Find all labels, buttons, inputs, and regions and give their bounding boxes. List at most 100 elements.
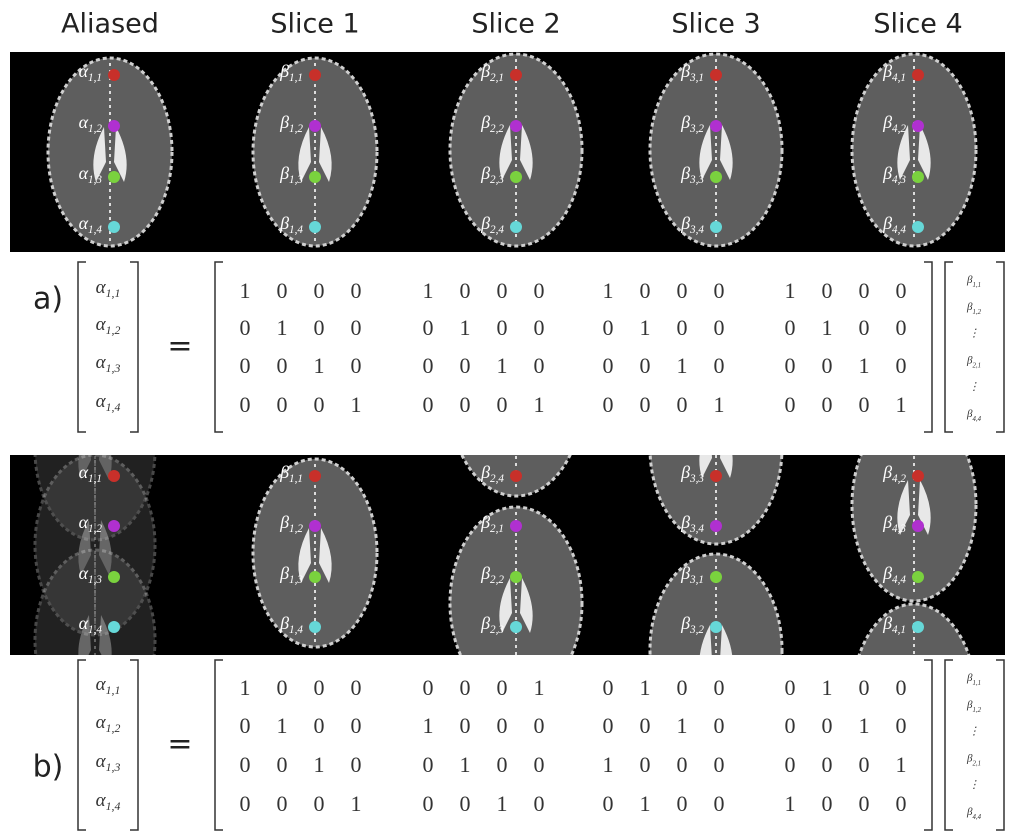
marker-dot [912, 69, 924, 81]
symbol: β [279, 112, 289, 132]
matrix-entry: 0 [497, 752, 508, 777]
symbol: ⋮ [969, 779, 980, 791]
rhs-entry: β1,2 [966, 698, 982, 713]
subscript: 4,4 [972, 814, 981, 821]
symbol: β [480, 462, 490, 482]
matrix-entry: 0 [460, 353, 471, 378]
image-label: β1,1 [279, 61, 303, 83]
subscript: 1,3 [88, 574, 102, 586]
subscript: 1,2 [972, 706, 981, 713]
image-label: α1,4 [79, 613, 103, 635]
symbol: β [966, 300, 973, 312]
image-label: α1,1 [79, 462, 102, 484]
matrix-entry: 0 [859, 315, 870, 340]
equals-sign: = [167, 329, 192, 364]
matrix-entry: 1 [460, 752, 471, 777]
symbol: α [96, 314, 107, 335]
symbol: β [279, 61, 289, 81]
bracket [214, 659, 223, 831]
ventricles [699, 455, 733, 478]
subscript: 1,1 [88, 72, 102, 84]
subscript: 4,1 [892, 624, 906, 636]
matrix-entry: 0 [534, 713, 545, 738]
matrix-entry: 1 [603, 278, 614, 303]
image-label: β4,1 [882, 613, 906, 635]
image-label: β1,3 [279, 563, 303, 585]
lhs-entry: α1,1 [96, 277, 121, 299]
matrix-entry: 0 [859, 752, 870, 777]
marker-dot [510, 520, 522, 532]
matrix-entry: 0 [277, 752, 288, 777]
symbol: α [96, 712, 107, 733]
image-label: β3,4 [680, 213, 704, 235]
subscript: 2,4 [490, 473, 504, 485]
symbol: β [882, 563, 892, 583]
matrix-entry: 1 [497, 353, 508, 378]
matrix-entry: 0 [314, 392, 325, 417]
marker-dot [912, 470, 924, 482]
symbol: α [79, 512, 89, 532]
symbol: β [966, 672, 973, 684]
matrix-entry: 1 [240, 278, 251, 303]
bracket [214, 261, 223, 433]
symbol: β [966, 698, 973, 710]
matrix-entry: 0 [460, 713, 471, 738]
column-header: Slice 2 [471, 9, 560, 40]
symbol: α [79, 112, 89, 132]
matrix-entry: 0 [240, 392, 251, 417]
matrix-entry: 0 [714, 675, 725, 700]
subscript: 1,1 [289, 473, 303, 485]
equals-sign: = [167, 727, 192, 762]
symbol: β [882, 61, 892, 81]
lhs-entry: α1,2 [96, 314, 121, 336]
subscript: 2,3 [490, 174, 504, 186]
marker-dot [510, 221, 522, 233]
matrix-entry: 1 [640, 791, 651, 816]
symbol: β [882, 213, 892, 233]
marker-dot [309, 470, 321, 482]
subscript: 2,2 [490, 123, 504, 135]
image-label: β4,2 [882, 112, 906, 134]
matrix-entry: 0 [640, 278, 651, 303]
marker-dot [108, 470, 120, 482]
symbol: β [680, 213, 690, 233]
image-label: α1,3 [79, 163, 103, 185]
marker-dot [510, 571, 522, 583]
matrix-entry: 0 [677, 315, 688, 340]
matrix-entry: 0 [314, 713, 325, 738]
subscript: 1,2 [289, 523, 303, 535]
column-header: Slice 4 [873, 9, 962, 40]
image-label: β1,1 [279, 462, 303, 484]
matrix-entry: 0 [277, 278, 288, 303]
matrix-entry: 0 [277, 353, 288, 378]
subscript: 1,4 [289, 224, 303, 236]
brain [648, 455, 784, 546]
image-label: α1,2 [79, 512, 103, 534]
subscript: 3,4 [689, 523, 704, 535]
symbol: β [882, 163, 892, 183]
symbol: β [279, 462, 289, 482]
matrix-entry: 0 [785, 392, 796, 417]
subscript: 3,2 [689, 123, 704, 135]
subscript: 1,3 [106, 761, 121, 774]
lhs-entry: α1,3 [96, 751, 121, 773]
marker-dot [510, 69, 522, 81]
marker-dot [912, 621, 924, 633]
matrix-entry: 0 [859, 791, 870, 816]
ventricles [699, 625, 733, 655]
matrix-entry: 0 [714, 315, 725, 340]
matrix-entry: 0 [714, 752, 725, 777]
symbol: β [680, 563, 690, 583]
matrix-entry: 0 [603, 392, 614, 417]
symbol: β [882, 112, 892, 132]
symbol: α [79, 563, 89, 583]
symbol: β [680, 462, 690, 482]
marker-dot [912, 221, 924, 233]
marker-dot [309, 520, 321, 532]
matrix-entry: 1 [460, 315, 471, 340]
matrix-entry: 0 [314, 791, 325, 816]
matrix-entry: 0 [822, 353, 833, 378]
matrix-entry: 0 [640, 752, 651, 777]
symbol: β [480, 163, 490, 183]
